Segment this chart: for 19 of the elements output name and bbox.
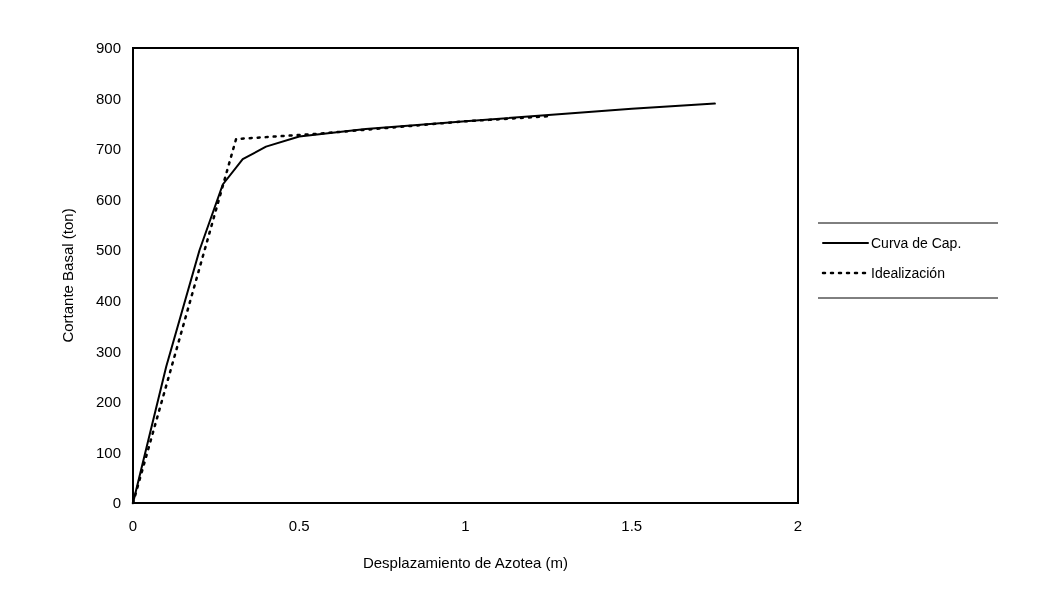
x-axis-title: Desplazamiento de Azotea (m) xyxy=(362,554,569,571)
y-tick-label: 200 xyxy=(95,393,121,411)
y-tick-label: 700 xyxy=(95,140,121,158)
legend-label: Idealización xyxy=(871,264,945,281)
x-tick-label: 2 xyxy=(793,517,803,534)
y-tick-label: 600 xyxy=(95,190,121,208)
x-tick-label: 0 xyxy=(128,517,138,534)
y-axis-title: Cortante Basal (ton) xyxy=(59,208,76,343)
x-tick-label: 1.5 xyxy=(621,517,643,534)
y-tick-label: 0 xyxy=(112,494,121,512)
y-tick-label: 300 xyxy=(95,342,121,360)
y-tick-label: 900 xyxy=(95,39,121,57)
y-tick-label: 400 xyxy=(95,292,121,310)
x-tick-label: 1 xyxy=(461,517,470,534)
y-tick-label: 100 xyxy=(95,443,121,461)
y-tick-label: 800 xyxy=(95,89,121,107)
x-tick-label: 0.5 xyxy=(288,517,310,534)
y-tick-label: 500 xyxy=(95,241,121,259)
legend-label: Curva de Cap. xyxy=(871,234,962,251)
